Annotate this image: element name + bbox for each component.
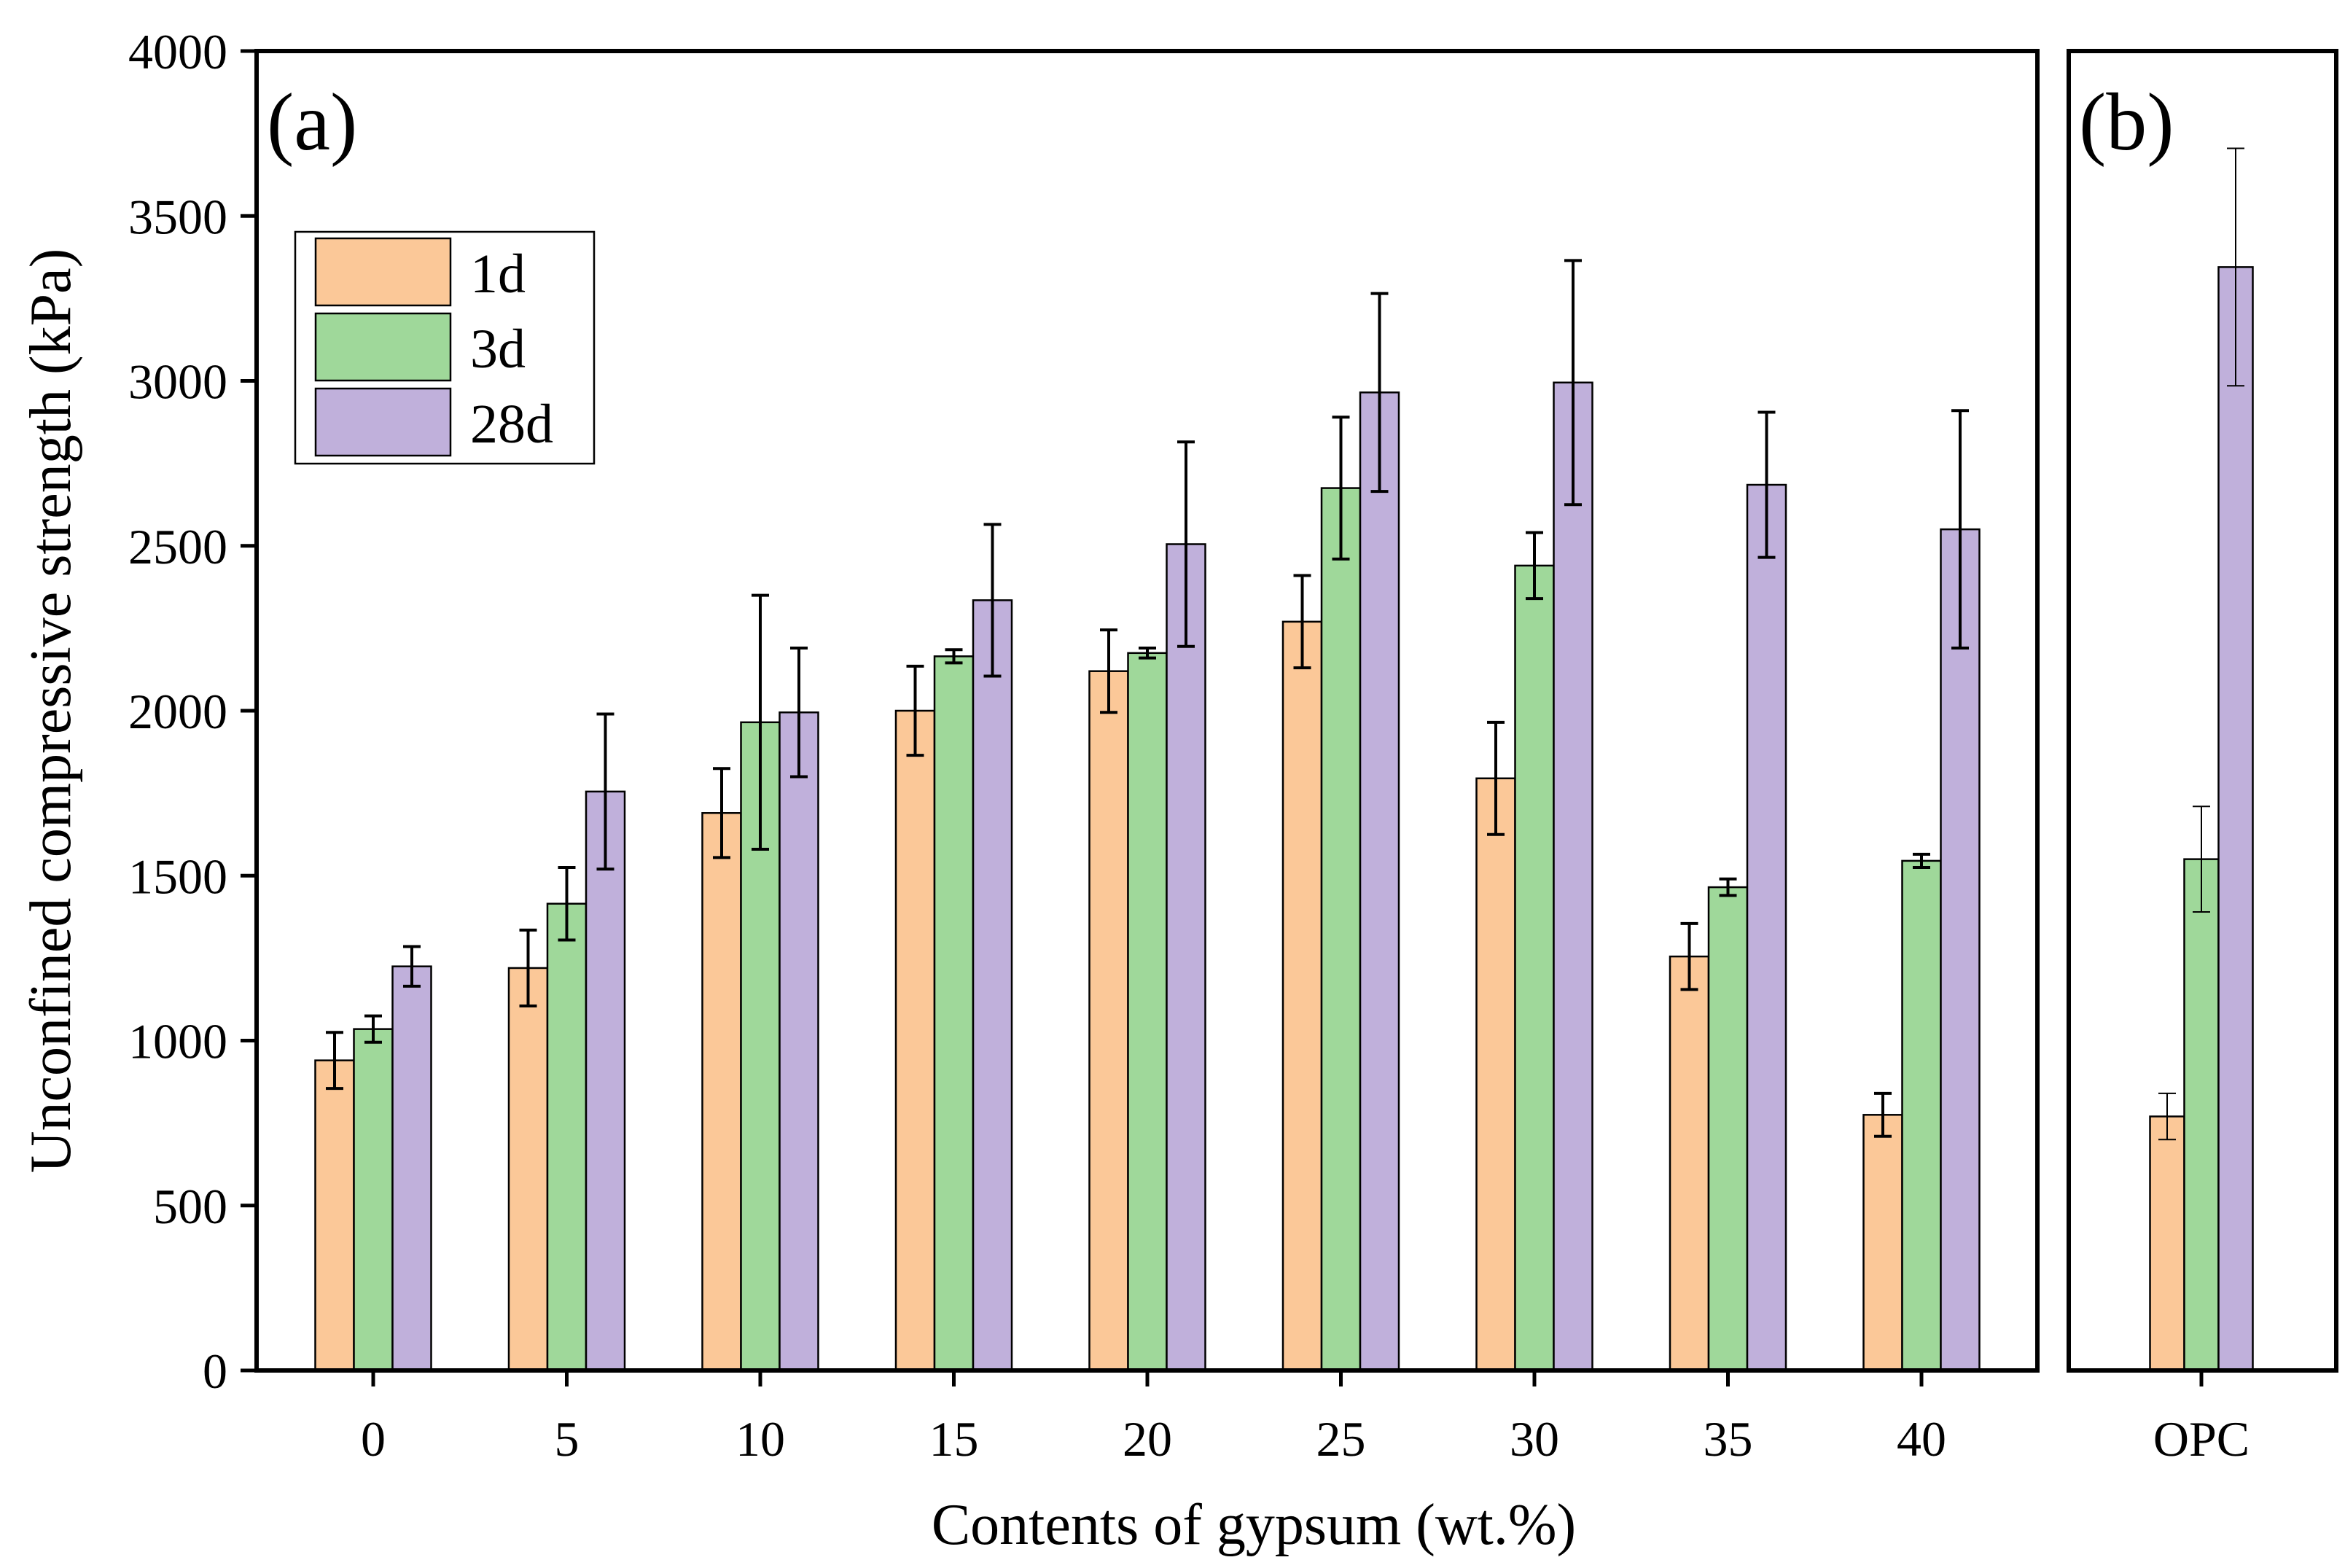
y-tick-label: 2500	[128, 519, 227, 574]
bar-1d-15	[894, 709, 936, 1372]
bar-28d-0	[391, 965, 432, 1372]
bar-28d-10	[779, 711, 819, 1372]
x-tick-label: 0	[361, 1411, 386, 1467]
legend-label-28d: 28d	[470, 394, 553, 455]
bar-3d-20	[1127, 652, 1168, 1372]
bar-1d-OPC	[2149, 1115, 2185, 1372]
bar-28d-15	[972, 599, 1013, 1372]
bar-1d-35	[1669, 955, 1710, 1372]
bar-3d-30	[1514, 564, 1555, 1372]
x-tick-label: 25	[1316, 1411, 1366, 1467]
x-tick-label: 20	[1123, 1411, 1172, 1467]
bar-1d-25	[1281, 620, 1323, 1372]
panel-label: (a)	[267, 77, 357, 168]
bar-3d-5	[546, 902, 588, 1372]
bar-3d-15	[933, 655, 975, 1372]
error-bars	[326, 147, 2244, 1141]
x-tick-label: 10	[736, 1411, 785, 1467]
legend-swatch-28d	[314, 387, 452, 457]
x-tick-label: 35	[1704, 1411, 1753, 1467]
labels: 0 5 10 15 20 25 30 35 40 (a) OPC (b) Contents of gyp…	[19, 77, 2250, 1557]
y-tick-label: 500	[153, 1179, 227, 1234]
bar-28d-35	[1746, 483, 1787, 1372]
y-tick-label: 3000	[128, 354, 227, 410]
bar-28d-30	[1553, 381, 1593, 1372]
panel-frame	[2067, 49, 2338, 1373]
legend-label-3d: 3d	[470, 319, 526, 380]
x-tick-label: 15	[929, 1411, 979, 1467]
bar-1d-30	[1475, 777, 1516, 1372]
panel-frame	[254, 49, 2040, 1373]
y-tick-label: 0	[203, 1343, 227, 1399]
y-tick-label: 2000	[128, 684, 227, 739]
x-tick-label: OPC	[2153, 1411, 2250, 1467]
bar-3d-25	[1320, 487, 1362, 1372]
x-tick-label: 30	[1510, 1411, 1559, 1467]
x-tick-label: 40	[1897, 1411, 1946, 1467]
y-tick-label: 4000	[128, 24, 227, 79]
bar-28d-40	[1940, 528, 1981, 1372]
panel-label: (b)	[2079, 77, 2174, 168]
bar-28d-OPC	[2217, 266, 2254, 1372]
bar-1d-0	[314, 1059, 355, 1372]
bar-1d-5	[507, 967, 549, 1372]
legend-label-1d: 1d	[470, 243, 526, 305]
bar-28d-25	[1359, 391, 1400, 1372]
bar-3d-0	[353, 1028, 394, 1372]
bar-3d-OPC	[2183, 858, 2220, 1372]
y-axis-ticks: 0 500 1000 1500 2000 2500 3000 3500 4000	[128, 24, 2204, 1399]
y-axis-title: Unconfined compressive strength (kPa)	[19, 249, 83, 1174]
bar-1d-40	[1862, 1114, 1903, 1372]
x-tick-label: 5	[555, 1411, 580, 1467]
bar-3d-35	[1707, 886, 1749, 1372]
y-tick-label: 3500	[128, 189, 227, 244]
bar-1d-10	[701, 812, 742, 1372]
bar-3d-40	[1901, 859, 1942, 1372]
y-tick-label: 1500	[128, 849, 227, 904]
bar-28d-5	[585, 790, 626, 1372]
bar-1d-20	[1088, 670, 1129, 1372]
legend-swatch-1d	[314, 237, 452, 307]
x-axis-title: Contents of gypsum (wt.%)	[932, 1493, 1576, 1557]
legend: 1d 3d 28d	[294, 230, 596, 465]
y-tick-label: 1000	[128, 1014, 227, 1069]
bar-28d-20	[1166, 543, 1206, 1372]
bars	[314, 266, 2254, 1372]
panel-frames	[254, 49, 2338, 1373]
legend-swatch-3d	[314, 312, 452, 382]
